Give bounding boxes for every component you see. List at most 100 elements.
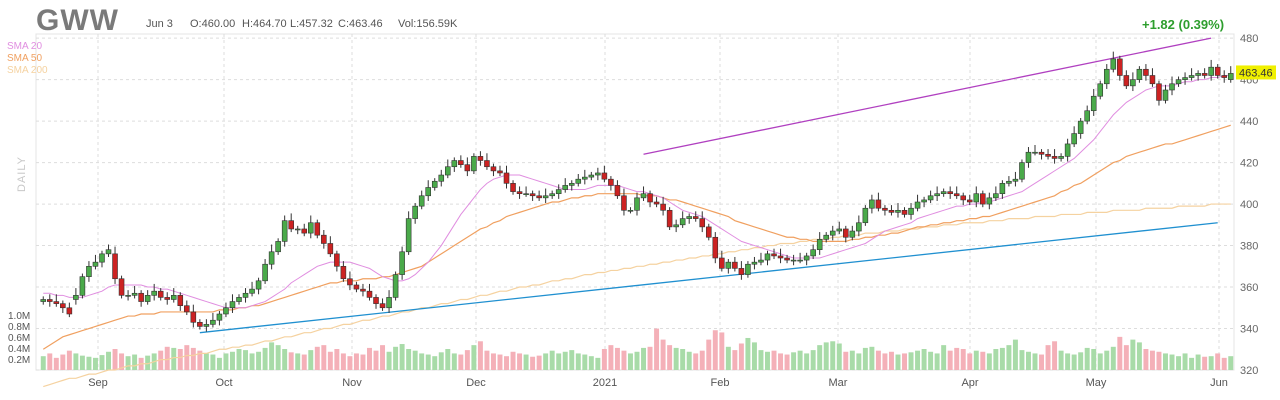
volume-bar bbox=[667, 345, 673, 370]
volume-bar bbox=[367, 347, 372, 370]
candle-body bbox=[301, 228, 308, 234]
candle-body bbox=[843, 228, 849, 238]
candle-body bbox=[725, 261, 732, 269]
candle-body bbox=[1012, 178, 1019, 182]
candle-body bbox=[353, 284, 360, 290]
y-tick-label: 320 bbox=[1240, 365, 1258, 377]
volume-bar bbox=[184, 345, 190, 370]
candle-body bbox=[614, 185, 621, 197]
volume-bar bbox=[608, 345, 614, 370]
candle-body bbox=[523, 193, 529, 196]
candle-body bbox=[973, 193, 980, 203]
volume-bar bbox=[380, 345, 386, 370]
x-tick-label: 2021 bbox=[593, 377, 617, 389]
candle-body bbox=[719, 257, 725, 269]
candle-body bbox=[118, 278, 125, 296]
volume-bar bbox=[412, 350, 418, 370]
candle-body bbox=[1071, 133, 1077, 145]
candle-body bbox=[947, 191, 953, 195]
ticker-symbol: GWW bbox=[36, 4, 119, 37]
volume-bar bbox=[745, 337, 751, 370]
candle-body bbox=[1038, 151, 1045, 155]
y-tick-label: 380 bbox=[1240, 241, 1258, 253]
candle-body bbox=[190, 311, 197, 323]
volume-bar bbox=[856, 353, 862, 370]
volume-bar bbox=[888, 351, 894, 370]
volume-bar bbox=[627, 353, 633, 370]
volume-bar bbox=[373, 350, 379, 370]
candle-body bbox=[940, 191, 947, 195]
volume-bar bbox=[1156, 351, 1162, 370]
candle-body bbox=[170, 295, 177, 300]
volume-bar bbox=[406, 349, 412, 370]
sma20-line bbox=[43, 74, 1231, 309]
volume-bar bbox=[1221, 357, 1227, 370]
candle-body bbox=[1136, 68, 1143, 80]
volume-bar bbox=[947, 350, 953, 370]
candle-body bbox=[862, 207, 869, 224]
volume-bar bbox=[536, 355, 542, 370]
candle-body bbox=[686, 216, 692, 219]
candle-body bbox=[771, 253, 777, 257]
volume-bar bbox=[641, 347, 647, 370]
volume-bar bbox=[419, 353, 425, 370]
volume-bar bbox=[236, 349, 242, 370]
candle-body bbox=[151, 290, 157, 296]
candle-body bbox=[836, 228, 843, 232]
volume-bar bbox=[262, 347, 268, 370]
candle-body bbox=[1214, 66, 1221, 76]
candle-body bbox=[73, 295, 79, 300]
candle-body bbox=[112, 253, 118, 280]
volume-bar bbox=[301, 354, 307, 370]
candle-body bbox=[1182, 77, 1188, 80]
volume-bar bbox=[321, 345, 327, 370]
y-tick-label: 480 bbox=[1240, 33, 1258, 45]
candle-body bbox=[621, 195, 627, 211]
volume-bar bbox=[288, 352, 294, 370]
volume-bar bbox=[132, 354, 138, 370]
candle-body bbox=[327, 243, 334, 255]
candle-body bbox=[647, 193, 653, 203]
volume-bar bbox=[327, 351, 333, 370]
candle-body bbox=[810, 249, 816, 257]
x-tick-label: Apr bbox=[961, 377, 978, 389]
candle-body bbox=[275, 241, 281, 253]
volume-bar bbox=[458, 354, 464, 370]
volume-bar bbox=[1202, 356, 1208, 370]
candle-body bbox=[1117, 58, 1123, 76]
candle-body bbox=[542, 195, 549, 199]
candle-body bbox=[966, 199, 973, 203]
volume-bar bbox=[393, 346, 399, 370]
candle-body bbox=[197, 321, 203, 327]
volume-bar bbox=[145, 355, 151, 370]
candle-body bbox=[921, 199, 927, 203]
candle-body bbox=[1006, 180, 1012, 184]
volume-bar bbox=[673, 347, 679, 370]
candle-body bbox=[405, 218, 412, 253]
volume-bar bbox=[1025, 351, 1031, 370]
candle-body bbox=[210, 319, 216, 325]
candle-body bbox=[823, 234, 829, 240]
y-tick-label: 440 bbox=[1240, 116, 1258, 128]
volume-bar bbox=[980, 351, 986, 370]
volume-bar bbox=[1195, 354, 1201, 370]
volume-bar bbox=[197, 350, 203, 370]
volume-bar bbox=[588, 356, 594, 370]
y-tick-label: 360 bbox=[1240, 282, 1258, 294]
volume-bar bbox=[1052, 341, 1058, 370]
candle-body bbox=[451, 160, 458, 168]
last-price-tag bbox=[1236, 65, 1276, 80]
candle-body bbox=[392, 274, 399, 298]
candle-body bbox=[1123, 75, 1130, 87]
volume-bar bbox=[693, 353, 699, 370]
volume-bar bbox=[895, 354, 901, 370]
y-tick-label: 420 bbox=[1240, 158, 1258, 170]
candle-body bbox=[307, 222, 314, 234]
volume-bar bbox=[1143, 349, 1149, 370]
candle-body bbox=[1188, 75, 1195, 78]
volume-bar bbox=[510, 351, 516, 370]
volume-bar bbox=[425, 354, 431, 370]
candle-body bbox=[125, 295, 131, 297]
volume-bar bbox=[986, 353, 992, 370]
